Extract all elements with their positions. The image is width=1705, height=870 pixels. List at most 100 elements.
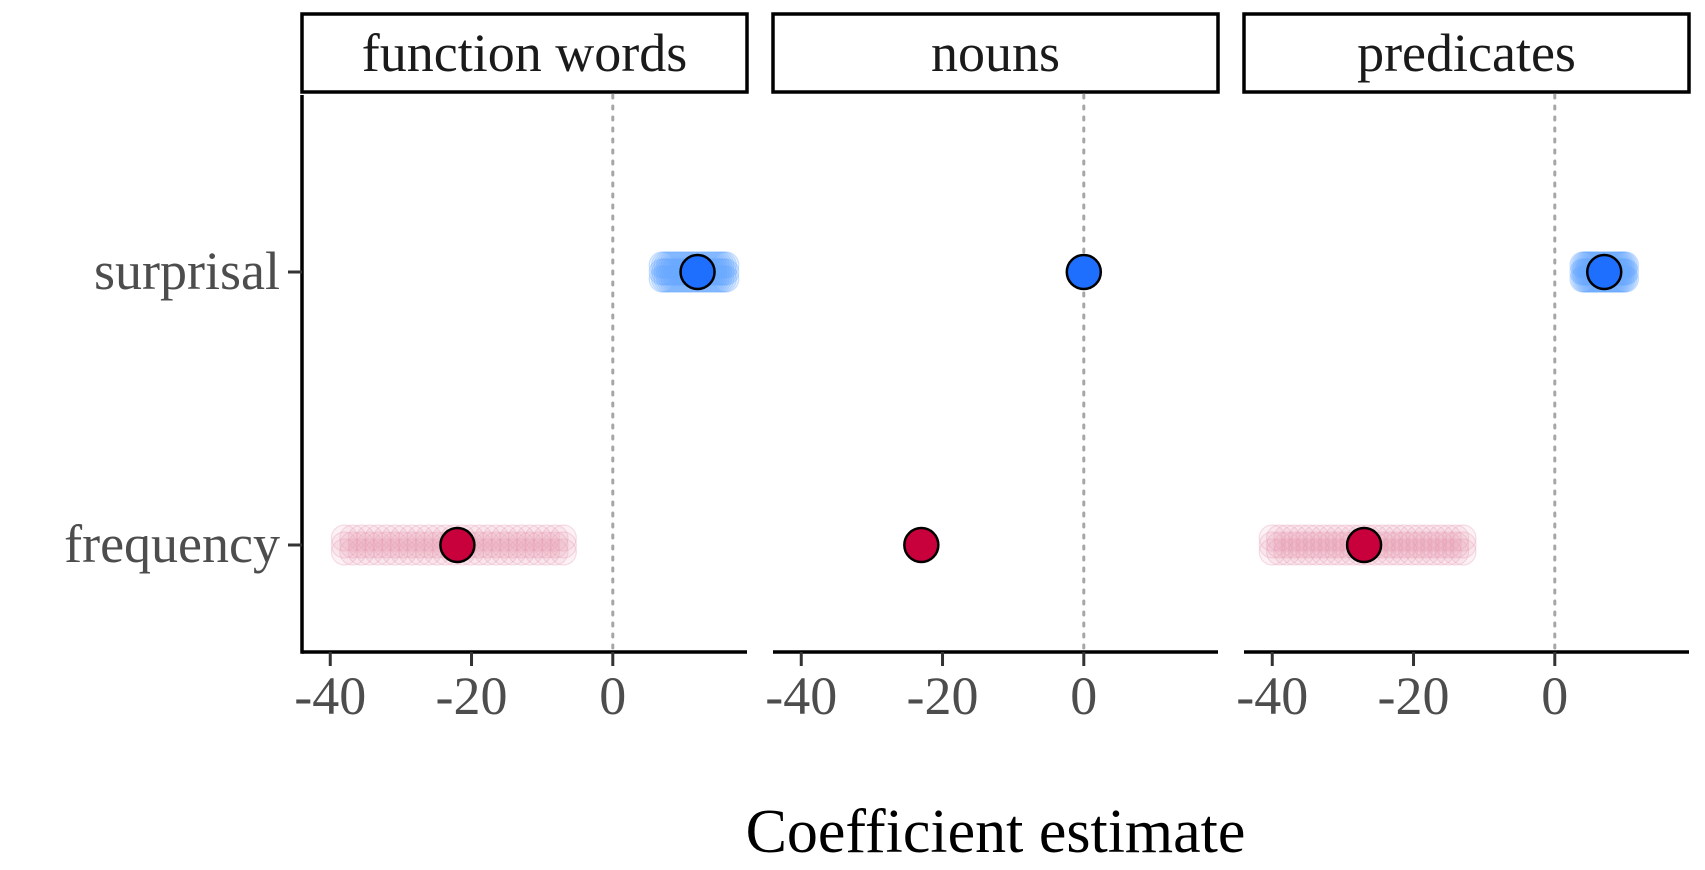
frequency-sample-point <box>549 538 577 566</box>
frequency-sample-point <box>1427 538 1455 566</box>
frequency-sample-point <box>356 524 384 552</box>
surprisal-sample-point <box>712 265 740 293</box>
frequency-sample-point <box>330 531 358 559</box>
frequency-sample-point <box>381 531 409 559</box>
frequency-sample-point <box>532 531 561 559</box>
frequency-sample-point <box>1265 524 1294 552</box>
frequency-sample-point <box>1420 524 1448 552</box>
panel-strip <box>1242 12 1691 94</box>
frequency-sample-point <box>549 524 577 552</box>
surprisal-sample-point <box>653 265 681 293</box>
frequency-sample-point <box>1295 531 1323 559</box>
frequency-sample-point <box>339 538 367 566</box>
panel-title: function words <box>362 23 687 83</box>
panel: predicates -40 -20 0 <box>1236 12 1691 726</box>
frequency-sample-point <box>1405 538 1433 566</box>
frequency-sample-point <box>339 524 367 552</box>
frequency-sample-point <box>473 538 502 566</box>
surprisal-sample-point <box>651 265 679 293</box>
frequency-sample-point <box>1265 531 1294 559</box>
panel-title: nouns <box>931 23 1060 83</box>
frequency-sample-point <box>1405 524 1433 552</box>
frequency-sample-point <box>524 538 552 566</box>
surprisal-estimate-point <box>1065 253 1103 291</box>
frequency-sample-point <box>1258 538 1286 566</box>
frequency-sample-point <box>482 531 510 559</box>
frequency-sample-point <box>389 531 417 559</box>
frequency-sample-point <box>381 538 409 566</box>
frequency-sample-point <box>507 524 535 552</box>
panel: function words -40 -20 0 <box>294 12 749 726</box>
x-tick-label: -40 <box>765 666 837 726</box>
frequency-sample-point <box>499 531 527 559</box>
frequency-sample-point <box>1280 531 1308 559</box>
frequency-sample-point <box>1295 524 1323 552</box>
frequency-sample-point <box>1398 538 1426 566</box>
x-tick-label: -20 <box>436 666 508 726</box>
frequency-sample-point <box>549 531 577 559</box>
frequency-sample-point <box>1383 538 1411 566</box>
frequency-sample-point <box>364 538 392 566</box>
frequency-sample-point <box>490 531 518 559</box>
x-tick-label: -40 <box>1236 666 1308 726</box>
frequency-sample-point <box>1398 524 1426 552</box>
frequency-sample-point <box>389 524 417 552</box>
surprisal-sample-point <box>651 251 679 279</box>
frequency-sample-point <box>1295 538 1323 566</box>
surprisal-sample-point <box>648 251 676 279</box>
frequency-sample-point <box>482 538 510 566</box>
x-axis-label: Coefficient estimate <box>746 798 1246 866</box>
frequency-sample-point <box>1287 538 1316 566</box>
frequency-sample-point <box>1302 538 1330 566</box>
frequency-sample-point <box>1258 524 1286 552</box>
frequency-sample-point <box>1442 538 1470 566</box>
frequency-sample-point <box>1273 531 1301 559</box>
frequency-sample-point <box>1390 538 1418 566</box>
frequency-sample-point <box>1398 531 1426 559</box>
frequency-sample-point <box>473 524 502 552</box>
frequency-sample-point <box>524 524 552 552</box>
frequency-sample-point <box>1317 531 1345 559</box>
frequency-sample-point <box>1449 538 1477 566</box>
x-tick-label: -40 <box>294 666 366 726</box>
frequency-sample-point <box>516 531 544 559</box>
frequency-sample-point <box>1310 524 1338 552</box>
frequency-sample-point <box>1442 531 1470 559</box>
frequency-sample-point <box>398 538 426 566</box>
frequency-sample-point <box>389 538 417 566</box>
frequency-sample-point <box>1302 524 1330 552</box>
surprisal-estimate-point <box>1585 253 1623 291</box>
frequency-sample-point <box>507 531 535 559</box>
frequency-sample-point <box>1317 524 1345 552</box>
frequency-sample-point <box>532 538 561 566</box>
surprisal-sample-point <box>648 258 676 286</box>
frequency-sample-point <box>406 538 434 566</box>
frequency-sample-point <box>1383 524 1411 552</box>
frequency-sample-point <box>1273 524 1301 552</box>
frequency-sample-point <box>398 524 426 552</box>
frequency-sample-point <box>1280 538 1308 566</box>
frequency-sample-point <box>406 531 434 559</box>
frequency-sample-point <box>1434 531 1462 559</box>
frequency-sample-point <box>1427 524 1455 552</box>
frequency-sample-point <box>541 524 569 552</box>
frequency-sample-point <box>330 538 358 566</box>
frequency-sample-point <box>516 538 544 566</box>
frequency-sample-point <box>499 538 527 566</box>
frequency-sample-point <box>1427 531 1455 559</box>
frequency-sample-point <box>356 538 384 566</box>
frequency-sample-point <box>364 531 392 559</box>
x-tick-label: -20 <box>907 666 979 726</box>
frequency-sample-point <box>1287 531 1316 559</box>
frequency-estimate-point <box>1345 526 1383 564</box>
frequency-sample-point <box>330 524 358 552</box>
frequency-sample-point <box>541 538 569 566</box>
frequency-sample-point <box>490 524 518 552</box>
panel-strip <box>771 12 1220 94</box>
frequency-sample-point <box>1280 524 1308 552</box>
frequency-sample-point <box>364 524 392 552</box>
frequency-sample-point <box>499 524 527 552</box>
frequency-sample-point <box>1449 531 1477 559</box>
frequency-sample-point <box>1317 538 1345 566</box>
frequency-sample-point <box>339 531 367 559</box>
